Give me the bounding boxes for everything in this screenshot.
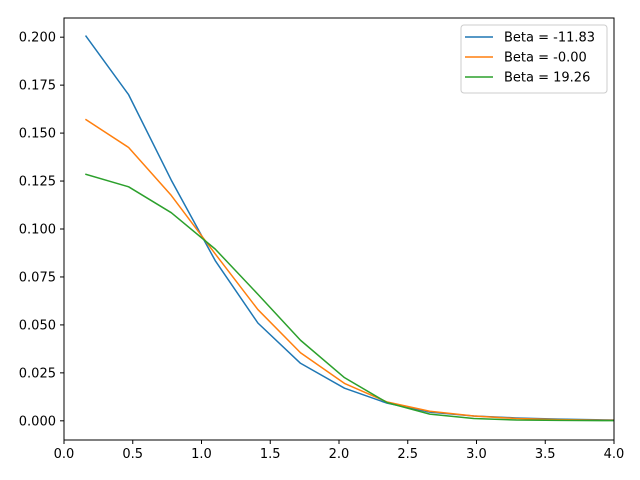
x-tick-label: 1.5: [260, 447, 281, 462]
legend-label-1: Beta = -11.83: [504, 31, 595, 46]
y-tick-label: 0.175: [19, 79, 56, 94]
x-tick-label: 1.0: [191, 447, 212, 462]
x-axis: 0.0 0.5 1.0 1.5 2.0 2.5 3.0 3.5 4.0: [54, 440, 625, 462]
x-tick-label: 3.5: [535, 447, 556, 462]
y-tick-label: 0.050: [19, 318, 56, 333]
x-tick-label: 3.0: [466, 447, 487, 462]
y-tick-label: 0.150: [19, 127, 56, 142]
x-tick-label: 4.0: [604, 447, 625, 462]
series-line-3: [85, 173, 614, 422]
legend: Beta = -11.83 Beta = -0.00 Beta = 19.26: [460, 24, 608, 94]
y-tick-label: 0.200: [19, 31, 56, 46]
x-tick-label: 2.0: [329, 447, 350, 462]
legend-label-3: Beta = 19.26: [504, 71, 590, 86]
series-line-2: [84, 118, 614, 422]
y-tick-label: 0.000: [19, 414, 56, 429]
legend-box: [460, 24, 608, 94]
x-tick-label: 0.0: [54, 447, 75, 462]
y-tick-label: 0.025: [19, 366, 56, 381]
y-tick-label: 0.100: [19, 223, 56, 238]
series-layer: [84, 35, 614, 422]
y-tick-label: 0.125: [19, 175, 56, 190]
x-tick-label: 0.5: [122, 447, 143, 462]
legend-label-2: Beta = -0.00: [504, 51, 587, 66]
x-tick-label: 2.5: [397, 447, 418, 462]
y-axis: 0.000 0.025 0.050 0.075 0.100 0.125 0.150 0.175…: [19, 31, 64, 429]
y-tick-label: 0.075: [19, 270, 56, 285]
